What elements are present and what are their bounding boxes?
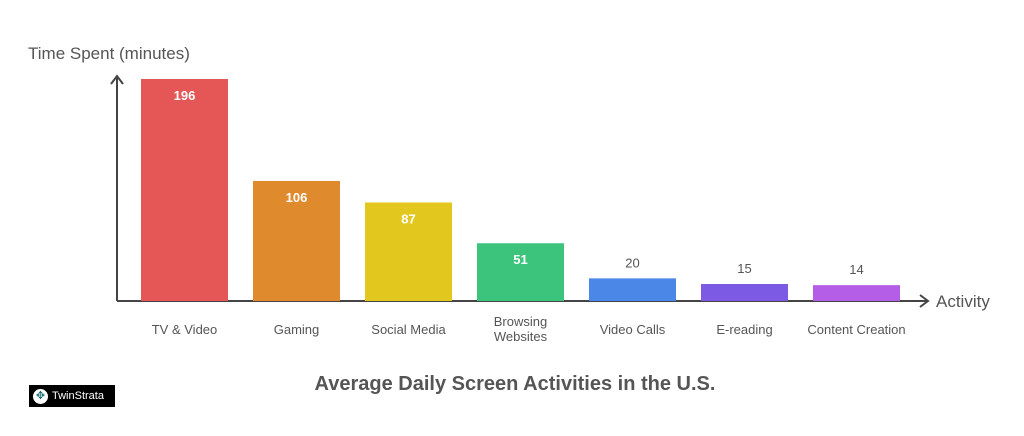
x-tick-label: Content Creation [807, 322, 905, 337]
logo-icon: ✥ [33, 388, 48, 404]
x-tick-label: TV & Video [152, 322, 218, 337]
y-axis-arrow [110, 74, 124, 85]
data-label: 106 [286, 190, 308, 205]
data-label: 51 [513, 252, 527, 267]
x-tick-label: E-reading [716, 322, 772, 337]
chart-title: Average Daily Screen Activities in the U… [314, 373, 716, 395]
data-label: 14 [849, 262, 863, 277]
bar [253, 180, 340, 301]
bar [701, 284, 788, 301]
y-axis-label: Time Spent (minutes) [28, 44, 190, 63]
x-tick-label: Websites [494, 329, 548, 344]
data-label: 87 [401, 211, 415, 226]
bar [141, 79, 228, 301]
logo: ✥ TwinStrata [29, 385, 115, 407]
x-tick-label: Browsing [494, 314, 547, 329]
x-axis-arrow [919, 294, 930, 308]
bar [365, 202, 452, 301]
data-label: 20 [625, 255, 639, 270]
x-tick-label: Video Calls [600, 322, 666, 337]
logo-text: TwinStrata [52, 390, 104, 402]
data-label: 15 [737, 261, 751, 276]
bar [813, 285, 900, 301]
bar [589, 278, 676, 301]
x-tick-label: Social Media [371, 322, 446, 337]
data-label: 196 [174, 88, 196, 103]
bar [477, 243, 564, 301]
x-axis-label: Activity [936, 292, 990, 311]
x-tick-label: Gaming [274, 322, 320, 337]
